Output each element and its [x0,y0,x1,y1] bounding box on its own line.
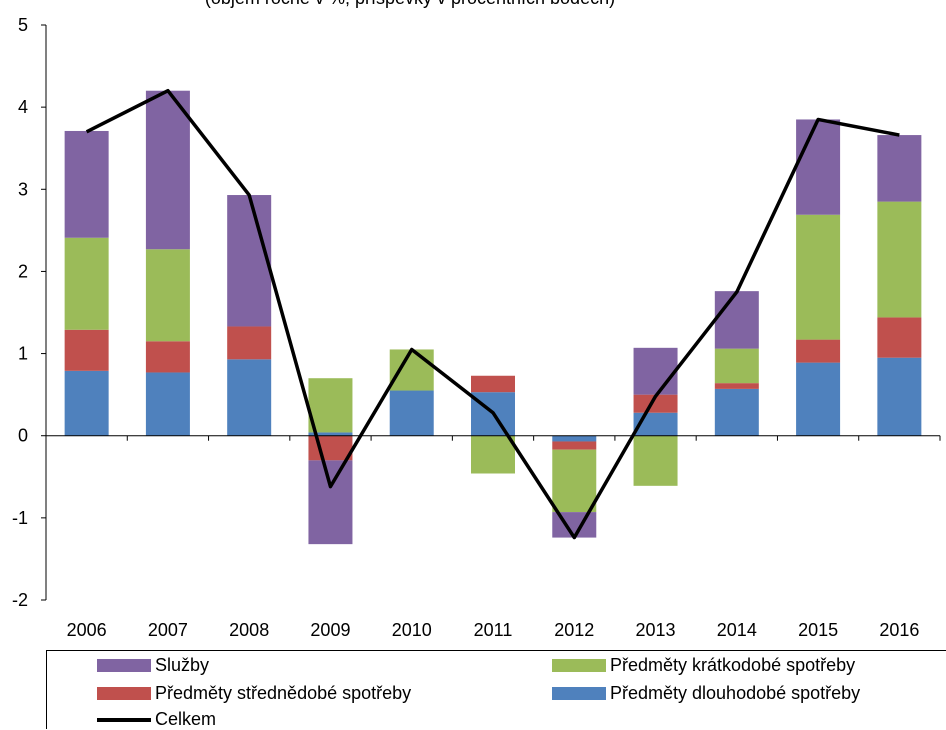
bar-segment [796,339,841,363]
legend-swatch-celkem [97,717,151,722]
bar-segment [227,359,272,436]
y-tick-label: -1 [12,508,28,528]
bar-segment [308,378,353,433]
bar-segment [877,135,922,202]
bar-segment [714,383,759,389]
bar-segment [714,291,759,349]
y-tick-label: 1 [18,344,28,364]
bar-segment [714,388,759,436]
y-tick-label: 3 [18,179,28,199]
series-line-celkem [85,88,900,540]
bar-segment [145,341,190,373]
bar-segment [64,237,109,330]
legend-label-dlouhodobe: Předměty dlouhodobé spotřeby [610,683,861,703]
legend-label-kratkodobe: Předměty krátkodobé spotřeby [610,655,856,675]
x-tick-label: 2015 [798,620,838,640]
bar-segment [796,119,841,215]
bar-segment [64,130,109,238]
bar-segment [877,317,922,358]
bar-segment [796,362,841,436]
bar-segment [145,90,190,250]
x-tick-label: 2007 [148,620,188,640]
bar-segment [877,357,922,436]
bar-segment [389,390,434,436]
x-tick-label: 2016 [879,620,919,640]
y-tick-label: 0 [18,426,28,446]
x-tick-label: 2014 [717,620,757,640]
bar-segment [552,441,597,450]
bar-segment [389,349,434,391]
bar-segment [633,347,678,395]
legend-swatch-dlouhodobe [552,687,606,700]
legend-label-sluzby: Služby [155,655,210,675]
bar-segment [227,326,272,360]
legend-label-strednedobe: Předměty střednědobé spotřeby [155,683,412,703]
legend-swatch-sluzby [97,659,151,672]
x-tick-label: 2008 [229,620,269,640]
legend-item-strednedobe: Předměty střednědobé spotřeby [97,683,411,704]
legend-item-sluzby: Služby [97,655,209,676]
legend-swatch-kratkodobe [552,659,606,672]
legend-label-celkem: Celkem [155,709,217,729]
bar-segment [64,370,109,436]
bar-segment [308,435,353,461]
legend-item-dlouhodobe: Předměty dlouhodobé spotřeby [552,683,860,704]
bar-segment [471,375,515,393]
bar-segment [145,249,190,342]
bar-segment [145,372,190,436]
bar-segment [796,214,841,340]
y-tick-label: 5 [18,15,28,35]
x-tick-label: 2013 [636,620,676,640]
legend-item-kratkodobe: Předměty krátkodobé spotřeby [552,655,855,676]
x-tick-label: 2012 [554,620,594,640]
bar-segment [877,201,922,318]
y-tick-label: 4 [18,97,28,117]
bar-segment [633,435,678,486]
bar-segment [308,460,353,545]
y-tick-label: 2 [18,261,28,281]
x-tick-label: 2006 [67,620,107,640]
bar-segment [633,394,678,413]
x-tick-label: 2010 [392,620,432,640]
legend: Služby Předměty krátkodobé spotřeby Před… [46,650,946,729]
x-tick-label: 2009 [310,620,350,640]
bar-segment [714,348,759,384]
y-tick-label: -2 [12,590,28,610]
legend-item-celkem: Celkem [97,709,216,730]
bar-segment [552,435,597,442]
chart-title: (objem ročně v %; příspěvky v procentníc… [205,0,615,8]
bar-segment [552,449,597,513]
bar-chart: (objem ročně v %; příspěvky v procentníc… [12,0,941,640]
legend-swatch-strednedobe [97,687,151,700]
bar-segment [308,432,353,436]
bar-segment [64,329,109,371]
bar-segment [227,195,272,327]
x-tick-label: 2011 [474,620,513,640]
bar-segment [471,435,515,474]
